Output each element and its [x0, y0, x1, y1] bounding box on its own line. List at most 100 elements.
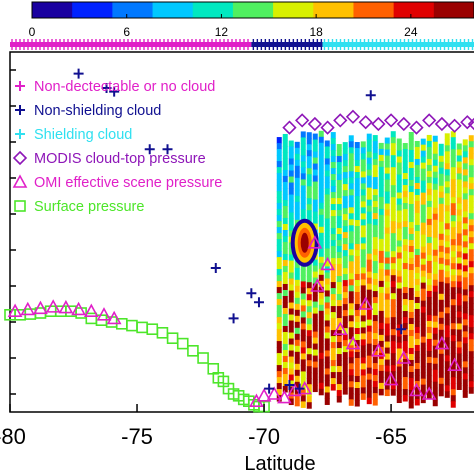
heatmap-cell: [414, 146, 420, 154]
heatmap-cell: [450, 251, 456, 258]
heatmap-cell: [444, 145, 450, 152]
heatmap-cell: [282, 157, 288, 165]
heatmap-cell: [336, 288, 342, 295]
heatmap-cell: [432, 207, 438, 215]
heatmap-cell: [348, 303, 354, 310]
heatmap-cell: [426, 218, 432, 226]
non-shielding-cloud-point: [284, 380, 295, 390]
heatmap-cell: [408, 191, 414, 199]
heatmap-cell: [378, 322, 384, 330]
heatmap-cell: [318, 388, 324, 396]
heatmap-cell: [444, 271, 450, 278]
heatmap-cell: [414, 386, 420, 394]
heatmap-cell: [444, 205, 450, 212]
heatmap-cell: [384, 245, 390, 253]
heatmap-cell: [408, 173, 414, 181]
heatmap-cell: [288, 326, 294, 334]
heatmap-cell: [276, 251, 282, 258]
heatmap-cell: [396, 246, 402, 254]
heatmap-cell: [468, 153, 474, 160]
heatmap-cell: [318, 130, 324, 138]
heatmap-cell: [282, 217, 288, 225]
heatmap-cell: [318, 178, 324, 186]
colorbar-segment: [273, 2, 314, 18]
heatmap-cell: [408, 161, 414, 169]
heatmap-cell: [276, 191, 282, 198]
heatmap-cell: [456, 293, 462, 300]
heatmap-cell: [342, 292, 348, 299]
omi-effective-scene-pressure-point: [421, 386, 437, 400]
heatmap-cell: [348, 189, 354, 196]
heatmap-cell: [456, 185, 462, 192]
heatmap-cell: [294, 399, 300, 407]
heatmap-cell: [300, 329, 306, 336]
heatmap-cell: [384, 227, 390, 235]
heatmap-cell: [366, 361, 372, 369]
heatmap-cell: [282, 361, 288, 369]
heatmap-cell: [354, 238, 360, 245]
heatmap-cell: [408, 401, 414, 409]
heatmap-cell: [342, 286, 348, 293]
heatmap-cell: [276, 269, 282, 276]
heatmap-cell: [378, 340, 384, 348]
heatmap-cell: [456, 161, 462, 168]
heatmap-cell: [276, 185, 282, 192]
heatmap-cell: [462, 385, 468, 392]
heatmap-cell: [462, 295, 468, 302]
heatmap-cell: [420, 390, 426, 398]
heatmap-cell: [282, 163, 288, 171]
legend: Non-dectectable or no cloud Non-shielding…: [12, 79, 222, 215]
omi-effective-scene-pressure-point: [332, 321, 348, 336]
heatmap-cell: [444, 247, 450, 254]
heatmap-cell: [450, 377, 456, 384]
heatmap-cell: [468, 297, 474, 304]
heatmap-cell: [366, 289, 372, 297]
heatmap-cell: [294, 321, 300, 329]
heatmap-cell: [330, 258, 336, 265]
heatmap-cell: [384, 275, 390, 283]
heatmap-cell: [396, 144, 402, 152]
heatmap-cell: [360, 195, 366, 202]
omi-effective-scene-pressure-point: [358, 296, 374, 310]
heatmap-cell: [426, 362, 432, 370]
heatmap-cell: [420, 180, 426, 188]
heatmap-cell: [408, 347, 414, 355]
heatmap-cell: [312, 211, 318, 219]
heatmap-cell: [336, 162, 342, 169]
heatmap-cell: [366, 259, 372, 267]
heatmap-cell: [420, 252, 426, 260]
heatmap-hotspot: [300, 232, 309, 253]
non-shielding-cloud-point: [365, 90, 376, 101]
heatmap-cell: [420, 168, 426, 176]
heatmap-cell: [432, 141, 438, 149]
heatmap-cell: [450, 185, 456, 192]
surface-pressure-point: [197, 352, 209, 364]
heatmap-cell: [408, 209, 414, 217]
heatmap-cell: [324, 164, 330, 171]
heatmap-cell: [462, 157, 468, 164]
non-shielding-cloud-point: [109, 86, 120, 97]
heatmap-cell: [318, 148, 324, 156]
heatmap-cell: [468, 213, 474, 220]
heatmap-cell: [468, 273, 474, 280]
heatmap-cell: [312, 325, 318, 333]
heatmap-cell: [342, 304, 348, 311]
heatmap-cell: [390, 293, 396, 300]
heatmap-cell: [348, 357, 354, 364]
heatmap-cell: [282, 235, 288, 243]
heatmap-cell: [468, 219, 474, 226]
heatmap-cell: [408, 311, 414, 319]
heatmap-cell: [372, 207, 378, 214]
heatmap-cell: [372, 345, 378, 352]
heatmap-cell: [276, 203, 282, 210]
heatmap-cell: [312, 163, 318, 171]
heatmap-cell: [450, 167, 456, 174]
heatmap-cell: [390, 389, 396, 396]
heatmap-cell: [294, 153, 300, 161]
heatmap-cell: [414, 200, 420, 208]
heatmap-cell: [408, 245, 414, 253]
heatmap-cell: [360, 375, 366, 382]
heatmap-cell: [450, 347, 456, 354]
heatmap-cell: [354, 184, 360, 191]
heatmap-cell: [294, 291, 300, 299]
